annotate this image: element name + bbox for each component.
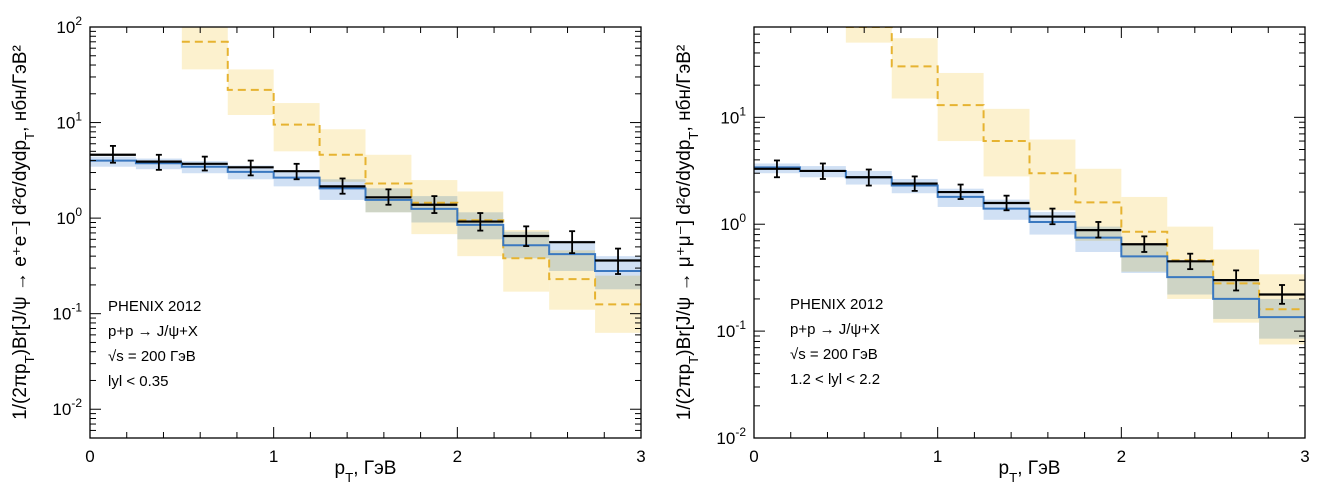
x-tick-label: 1	[933, 447, 942, 466]
x-axis-title: pT, ГэВ	[999, 458, 1061, 485]
yellow-band-bin	[181, 27, 228, 70]
data-point	[365, 188, 412, 206]
data-point	[983, 194, 1030, 212]
yellow-band-bin	[891, 38, 938, 99]
y-tick-label: 10-2	[52, 396, 82, 419]
annotation-text: PHENIX 2012	[790, 296, 883, 313]
annotation-text: 1.2 < lyl < 2.2	[790, 371, 880, 388]
data-point	[411, 195, 458, 214]
yellow-band-bin	[937, 72, 984, 142]
y-axis-title: 1/(2πpT)Br[J/ψ → μ⁺μ⁻] d²σ/dydpT, нбн/Гэ…	[674, 45, 701, 420]
data-point	[135, 153, 182, 171]
y-tick-label: 10-1	[52, 301, 82, 324]
data-point	[937, 183, 984, 200]
y-tick-label: 102	[56, 14, 82, 37]
x-tick-label: 0	[85, 447, 94, 466]
annotation-text: √s = 200 ГэВ	[790, 346, 878, 363]
plot-area	[90, 27, 641, 333]
annotation-text: PHENIX 2012	[108, 298, 201, 315]
plot-area	[754, 27, 1305, 345]
x-tick-label: 1	[269, 447, 278, 466]
x-tick-label: 2	[1117, 447, 1126, 466]
y-tick-label: 100	[56, 205, 82, 228]
x-tick-label: 2	[453, 447, 462, 466]
plot-frame	[89, 26, 642, 439]
data-point	[227, 159, 274, 177]
plot-frame	[753, 26, 1306, 439]
y-tick-label: 100	[720, 211, 746, 234]
yellow-band-bin	[1029, 139, 1076, 211]
data-point	[595, 247, 641, 275]
annotation-text: lyl < 0.35	[108, 373, 168, 390]
data-point	[273, 162, 320, 181]
y-tick-label: 10-1	[716, 318, 746, 341]
yellow-model-line	[181, 40, 641, 306]
chart-panel-right: 0 1 2 3 101 100 10-1 10-2 pT, ГэВ 1/(2πpT)Br[J/ψ …	[674, 26, 1310, 485]
chart-panel-left: 0 1 2 3 102 101 100 10-1 10-2 pT, ГэВ 1/(2πpT)Br[J…	[10, 14, 646, 485]
data-point	[891, 175, 938, 192]
yellow-band-bin	[273, 103, 320, 152]
data-point	[1259, 284, 1305, 305]
yellow-band-bin	[227, 69, 274, 115]
yellow-band-bin	[983, 108, 1030, 177]
x-axis-title: pT, ГэВ	[335, 458, 397, 485]
annotation-text: √s = 200 ГэВ	[108, 348, 196, 365]
y-tick-label: 10-2	[716, 425, 746, 448]
data-point	[1029, 207, 1076, 226]
y-tick-label: 101	[720, 104, 746, 127]
data-point	[754, 159, 800, 179]
blue-model-line	[90, 159, 641, 272]
data-point	[1213, 269, 1260, 292]
data-point	[1121, 235, 1168, 253]
annotation-text: p+p → J/ψ+X	[790, 321, 880, 338]
x-tick-label: 3	[1300, 447, 1309, 466]
data-point	[845, 168, 892, 187]
x-tick-label: 0	[749, 447, 758, 466]
blue-band-bin	[1259, 298, 1305, 339]
data-point	[181, 155, 228, 172]
data-point	[799, 162, 846, 180]
yellow-band-bin	[845, 27, 892, 43]
data-point	[1075, 221, 1122, 239]
data-point	[319, 177, 366, 195]
data-point	[457, 212, 504, 232]
data-point	[1167, 252, 1214, 271]
x-tick-label: 3	[636, 447, 645, 466]
y-axis-title: 1/(2πpT)Br[J/ψ → e⁺e⁻] d²σ/dydpT, нбн/Гэ…	[10, 45, 37, 420]
data-point	[549, 230, 596, 255]
data-point	[90, 144, 136, 164]
yellow-model-line	[845, 27, 1305, 311]
annotation-text: p+p → J/ψ+X	[108, 323, 198, 340]
data-point	[503, 225, 550, 247]
y-tick-label: 101	[56, 110, 82, 133]
